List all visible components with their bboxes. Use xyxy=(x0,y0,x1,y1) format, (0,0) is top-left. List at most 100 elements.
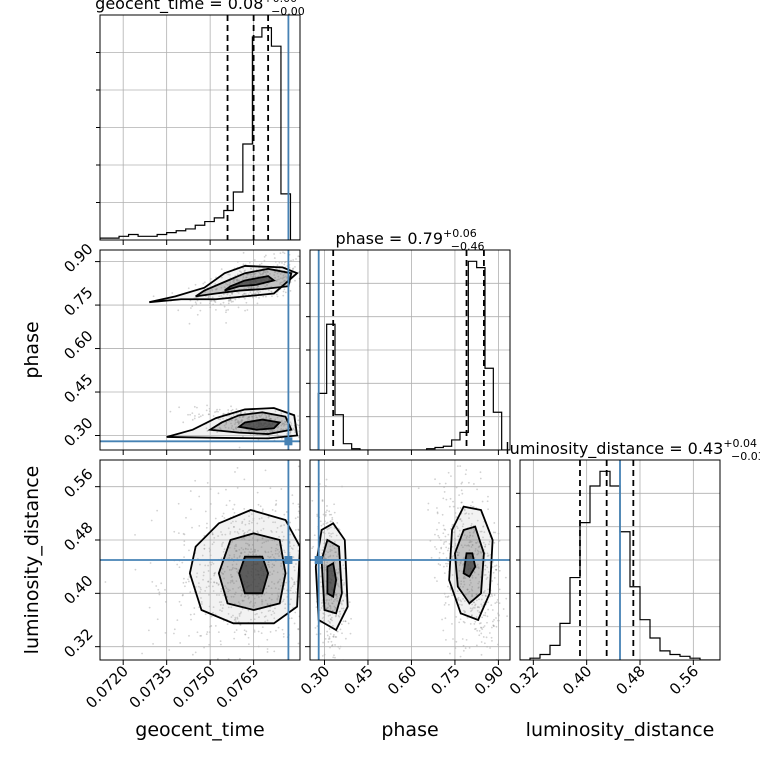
sample-point xyxy=(236,273,239,276)
sample-point xyxy=(456,551,458,554)
sample-point xyxy=(199,586,202,589)
sample-point xyxy=(480,530,483,533)
sample-point xyxy=(444,617,447,620)
sample-point xyxy=(276,272,279,275)
sample-point xyxy=(220,601,223,603)
sample-point xyxy=(233,423,236,425)
sample-point xyxy=(471,535,474,537)
sample-point xyxy=(344,593,347,596)
sample-point xyxy=(247,529,250,532)
sample-point xyxy=(267,610,270,612)
sample-point xyxy=(273,617,276,620)
sample-point xyxy=(477,573,480,576)
sample-point xyxy=(242,278,244,281)
sample-point xyxy=(237,306,240,309)
sample-point xyxy=(298,595,300,598)
sample-point xyxy=(280,601,283,603)
sample-point xyxy=(282,573,285,575)
sample-point xyxy=(307,432,309,434)
sample-point xyxy=(487,554,490,557)
sample-point xyxy=(336,521,339,524)
sample-point xyxy=(247,548,249,551)
sample-point xyxy=(243,292,246,295)
sample-point xyxy=(470,524,473,527)
sample-point xyxy=(321,425,323,427)
sample-point xyxy=(260,611,263,614)
sample-point xyxy=(239,552,242,555)
sample-point xyxy=(476,563,479,566)
sample-point xyxy=(460,520,463,522)
sample-point xyxy=(256,290,259,293)
sample-point xyxy=(305,436,307,438)
sample-point xyxy=(270,418,272,420)
sample-point xyxy=(264,551,267,554)
sample-point xyxy=(329,614,331,617)
sample-point xyxy=(233,525,235,528)
sample-point xyxy=(456,525,458,528)
sample-point xyxy=(221,567,224,570)
sample-point xyxy=(229,662,231,664)
sample-point xyxy=(289,432,291,435)
sample-point xyxy=(481,605,484,607)
sample-point xyxy=(337,673,339,675)
sample-point xyxy=(283,524,286,526)
sample-point xyxy=(250,548,252,551)
sample-point xyxy=(460,501,463,504)
sample-point xyxy=(194,283,197,286)
sample-point xyxy=(485,578,488,580)
sample-point xyxy=(227,588,229,591)
sample-point xyxy=(324,557,327,560)
sample-point xyxy=(214,517,217,520)
sample-point xyxy=(198,416,200,419)
sample-point xyxy=(457,535,460,538)
sample-point xyxy=(443,528,446,531)
sample-point xyxy=(479,622,482,624)
sample-point xyxy=(460,482,463,485)
sample-point xyxy=(470,546,473,548)
sample-point xyxy=(200,597,202,599)
sample-point xyxy=(247,643,250,646)
sample-point xyxy=(492,531,495,534)
sample-point xyxy=(259,415,262,418)
sample-point xyxy=(306,615,308,617)
sample-point xyxy=(298,436,300,439)
sample-point xyxy=(477,566,480,569)
sample-point xyxy=(472,505,475,508)
sample-point xyxy=(193,607,196,609)
sample-point xyxy=(242,435,244,438)
sample-point xyxy=(447,595,450,598)
sample-point xyxy=(482,614,485,617)
sample-point xyxy=(487,588,489,591)
sample-point xyxy=(292,427,295,430)
sample-point xyxy=(332,635,335,638)
sample-point xyxy=(268,415,271,417)
sample-point xyxy=(258,263,261,266)
sample-point xyxy=(233,556,236,558)
sample-point xyxy=(464,647,467,650)
sample-point xyxy=(274,587,277,590)
sample-point xyxy=(462,585,465,588)
sample-point xyxy=(293,429,296,432)
sample-point xyxy=(327,551,329,554)
sample-point xyxy=(476,553,479,556)
sample-point xyxy=(344,637,347,640)
sample-point xyxy=(322,641,325,644)
sample-point xyxy=(250,286,253,288)
sample-point xyxy=(487,601,489,604)
sample-point xyxy=(217,583,220,586)
sample-point xyxy=(326,634,329,637)
sample-point xyxy=(329,607,332,610)
sample-point xyxy=(269,631,272,633)
sample-point xyxy=(227,427,230,429)
sample-point xyxy=(276,597,279,600)
sample-point xyxy=(229,299,232,302)
sample-point xyxy=(230,595,233,598)
sample-point xyxy=(330,532,333,535)
sample-point xyxy=(242,529,244,532)
contour-level-3 xyxy=(448,505,494,622)
sample-point xyxy=(443,604,446,606)
sample-point xyxy=(306,554,308,556)
sample-point xyxy=(229,531,232,533)
sample-point xyxy=(258,414,261,417)
sample-point xyxy=(234,531,236,533)
